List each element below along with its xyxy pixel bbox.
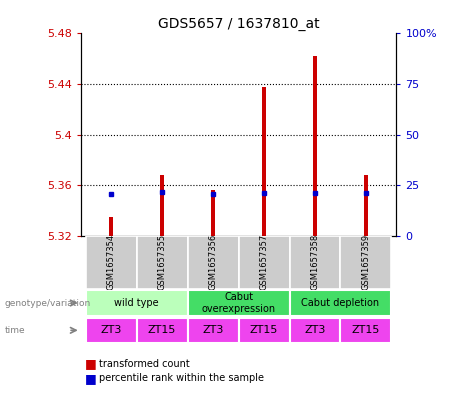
Title: GDS5657 / 1637810_at: GDS5657 / 1637810_at xyxy=(158,17,319,31)
Text: ZT3: ZT3 xyxy=(304,325,325,335)
Text: GSM1657354: GSM1657354 xyxy=(107,234,116,290)
Text: Cabut depletion: Cabut depletion xyxy=(301,298,379,308)
Text: ■: ■ xyxy=(85,357,97,370)
Text: GSM1657356: GSM1657356 xyxy=(208,234,218,290)
Text: GSM1657359: GSM1657359 xyxy=(361,234,370,290)
Bar xyxy=(290,290,391,316)
Bar xyxy=(313,56,317,236)
Bar xyxy=(340,236,391,289)
Text: GSM1657358: GSM1657358 xyxy=(310,234,319,290)
Bar xyxy=(262,86,266,236)
Text: percentile rank within the sample: percentile rank within the sample xyxy=(99,373,264,383)
Bar xyxy=(86,236,137,289)
Bar xyxy=(137,236,188,289)
Text: ■: ■ xyxy=(85,371,97,385)
Text: ZT3: ZT3 xyxy=(100,325,122,335)
Text: wild type: wild type xyxy=(114,298,159,308)
Bar xyxy=(160,175,164,236)
Text: ZT15: ZT15 xyxy=(148,325,177,335)
Bar xyxy=(188,318,239,343)
Text: Cabut
overexpression: Cabut overexpression xyxy=(201,292,276,314)
Text: ZT15: ZT15 xyxy=(352,325,380,335)
Text: GSM1657357: GSM1657357 xyxy=(260,234,269,290)
Bar xyxy=(340,318,391,343)
Bar xyxy=(290,318,340,343)
Bar xyxy=(364,175,368,236)
Bar xyxy=(239,236,290,289)
Text: genotype/variation: genotype/variation xyxy=(5,299,91,307)
Bar xyxy=(109,217,113,236)
Text: ZT3: ZT3 xyxy=(202,325,224,335)
Text: ZT15: ZT15 xyxy=(250,325,278,335)
Bar xyxy=(137,318,188,343)
Text: time: time xyxy=(5,326,25,334)
Bar xyxy=(211,190,215,236)
Text: transformed count: transformed count xyxy=(99,358,190,369)
Text: GSM1657355: GSM1657355 xyxy=(158,234,167,290)
Bar xyxy=(239,318,290,343)
Bar xyxy=(86,290,188,316)
Bar xyxy=(188,290,290,316)
Bar xyxy=(290,236,340,289)
Bar xyxy=(188,236,239,289)
Bar xyxy=(86,318,137,343)
